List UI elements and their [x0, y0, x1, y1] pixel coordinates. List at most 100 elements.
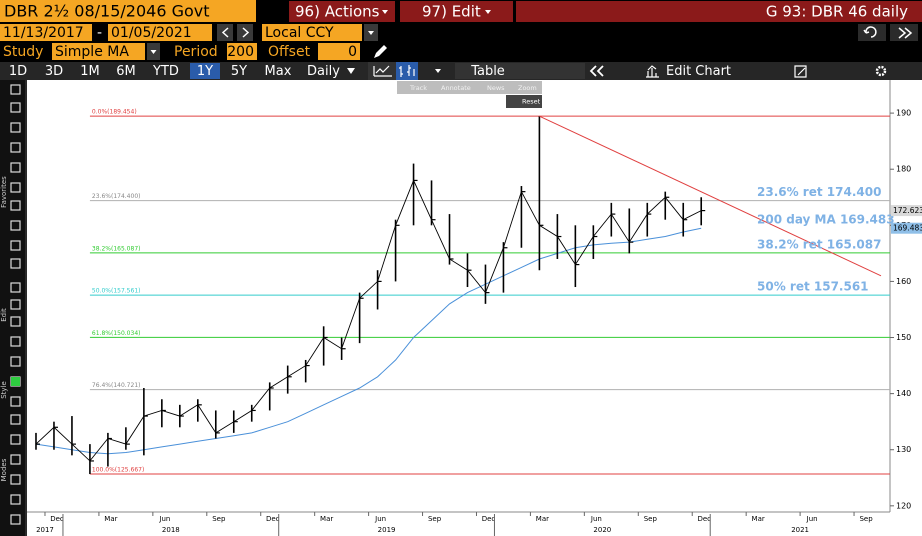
end-date[interactable]: 01/05/2021: [111, 25, 192, 41]
tool-icon[interactable]: [10, 182, 21, 193]
tool-icon[interactable]: [10, 102, 21, 113]
prev-button[interactable]: [217, 24, 233, 41]
security-field[interactable]: [0, 0, 256, 22]
line-chart-button[interactable]: [368, 62, 398, 80]
currency-field[interactable]: [262, 24, 362, 41]
reset-button[interactable]: [506, 95, 542, 108]
price-line: [35, 179, 702, 462]
collapse-icon[interactable]: [589, 65, 604, 77]
moving-average: [35, 227, 702, 455]
x-tick-label: Sep: [428, 515, 442, 523]
start-date[interactable]: 11/13/2017: [3, 25, 84, 41]
next-button[interactable]: [237, 24, 253, 41]
range-button[interactable]: 1D: [9, 64, 27, 79]
tool-icon[interactable]: [10, 162, 21, 173]
y-tick-label: 150: [896, 333, 911, 342]
tool-icon[interactable]: [10, 84, 21, 95]
color-swatch[interactable]: [11, 377, 20, 386]
range-button[interactable]: Max: [265, 64, 292, 79]
edit[interactable]: 97) Edit: [422, 3, 481, 21]
y-tick-label: 120: [896, 501, 911, 510]
tool-icon[interactable]: [10, 299, 21, 310]
tool-icon[interactable]: [10, 494, 21, 505]
tool-icon[interactable]: [10, 258, 21, 269]
offset-field[interactable]: [318, 43, 360, 60]
year-label: 2021: [791, 526, 809, 534]
tool-icon[interactable]: [10, 474, 21, 485]
x-tick-label: Dec: [50, 515, 64, 523]
x-tick-label: Sep: [644, 515, 658, 523]
study-field[interactable]: [52, 43, 145, 60]
period[interactable]: 200: [227, 44, 254, 60]
range-button[interactable]: 6M: [116, 64, 136, 79]
dropdown-arrow: [485, 10, 491, 14]
actions[interactable]: 96) Actions: [295, 3, 380, 21]
range-button[interactable]: YTD: [152, 64, 179, 79]
period-label: Period: [174, 44, 218, 60]
bar-chart-button[interactable]: [396, 62, 418, 80]
range-button[interactable]: 1Y: [197, 64, 213, 79]
x-tick-label: Jun: [590, 515, 602, 523]
year-label: 2020: [593, 526, 611, 534]
y-tick-label: 160: [896, 277, 911, 286]
tool-icon[interactable]: [10, 200, 21, 211]
float-tool[interactable]: Annotate: [441, 84, 471, 92]
settings-icon[interactable]: [875, 65, 887, 77]
period-field[interactable]: [227, 43, 257, 60]
offset[interactable]: 0: [348, 44, 357, 60]
frequency[interactable]: Daily: [307, 64, 340, 79]
float-tool[interactable]: Zoom: [518, 84, 537, 92]
end-date-field[interactable]: [108, 24, 212, 41]
x-tick-label: Mar: [536, 515, 549, 523]
currency[interactable]: Local CCY: [265, 25, 334, 41]
float-tool[interactable]: Reset: [522, 98, 541, 106]
edit-button[interactable]: [400, 1, 513, 22]
range-button[interactable]: 3D: [45, 64, 63, 79]
tool-icon[interactable]: [10, 414, 21, 425]
tool-icon[interactable]: [10, 142, 21, 153]
float-tool[interactable]: News: [487, 84, 505, 92]
actions-button[interactable]: [289, 1, 395, 22]
edit-chart[interactable]: Edit Chart: [666, 64, 731, 79]
table-button-label[interactable]: Table: [470, 64, 505, 79]
line-chart-icon: [373, 65, 392, 77]
range-button[interactable]: 5Y: [231, 64, 247, 79]
tool-icon[interactable]: [10, 434, 21, 445]
edit-chart-icon: [646, 65, 659, 78]
last-value: 172.623: [893, 206, 922, 215]
offset-label: Offset: [268, 44, 311, 60]
float-tool[interactable]: Track: [409, 84, 427, 92]
tool-icon[interactable]: [10, 122, 21, 133]
security[interactable]: DBR 2½ 08/15/2046 Govt: [4, 2, 210, 21]
y-tick-label: 180: [896, 165, 911, 174]
study[interactable]: Simple MA: [55, 44, 129, 60]
tool-icon[interactable]: [10, 240, 21, 251]
tool-icon[interactable]: [10, 356, 21, 367]
x-tick-label: Jun: [374, 515, 386, 523]
start-date-field[interactable]: [0, 24, 92, 41]
dropdown-arrow[interactable]: [435, 69, 441, 73]
year-label: 2017: [36, 526, 54, 534]
annotation: 200 day MA 169.483: [757, 213, 895, 227]
range-button[interactable]: 1M: [80, 64, 100, 79]
tool-icon[interactable]: [10, 282, 21, 293]
tool-icon[interactable]: [10, 514, 21, 525]
annotate-icon[interactable]: [794, 65, 807, 78]
tool-icon[interactable]: [10, 220, 21, 231]
last-value-tag: [891, 205, 922, 217]
tool-icon[interactable]: [10, 336, 21, 347]
tool-icon[interactable]: [10, 396, 21, 407]
bar-chart-icon: [399, 65, 415, 77]
fib-label: 38.2%(165.087): [92, 245, 141, 252]
range-selected[interactable]: [190, 63, 220, 79]
undo-button[interactable]: [858, 24, 886, 41]
pen-icon[interactable]: [374, 45, 387, 58]
annotation: 50% ret 157.561: [757, 280, 869, 294]
tool-icon[interactable]: [10, 316, 21, 327]
next-icon: [242, 27, 250, 38]
tool-icon[interactable]: [10, 454, 21, 465]
table-button[interactable]: [455, 63, 585, 79]
x-tick-label: Dec: [697, 515, 711, 523]
dropdown-arrow: [347, 68, 355, 74]
